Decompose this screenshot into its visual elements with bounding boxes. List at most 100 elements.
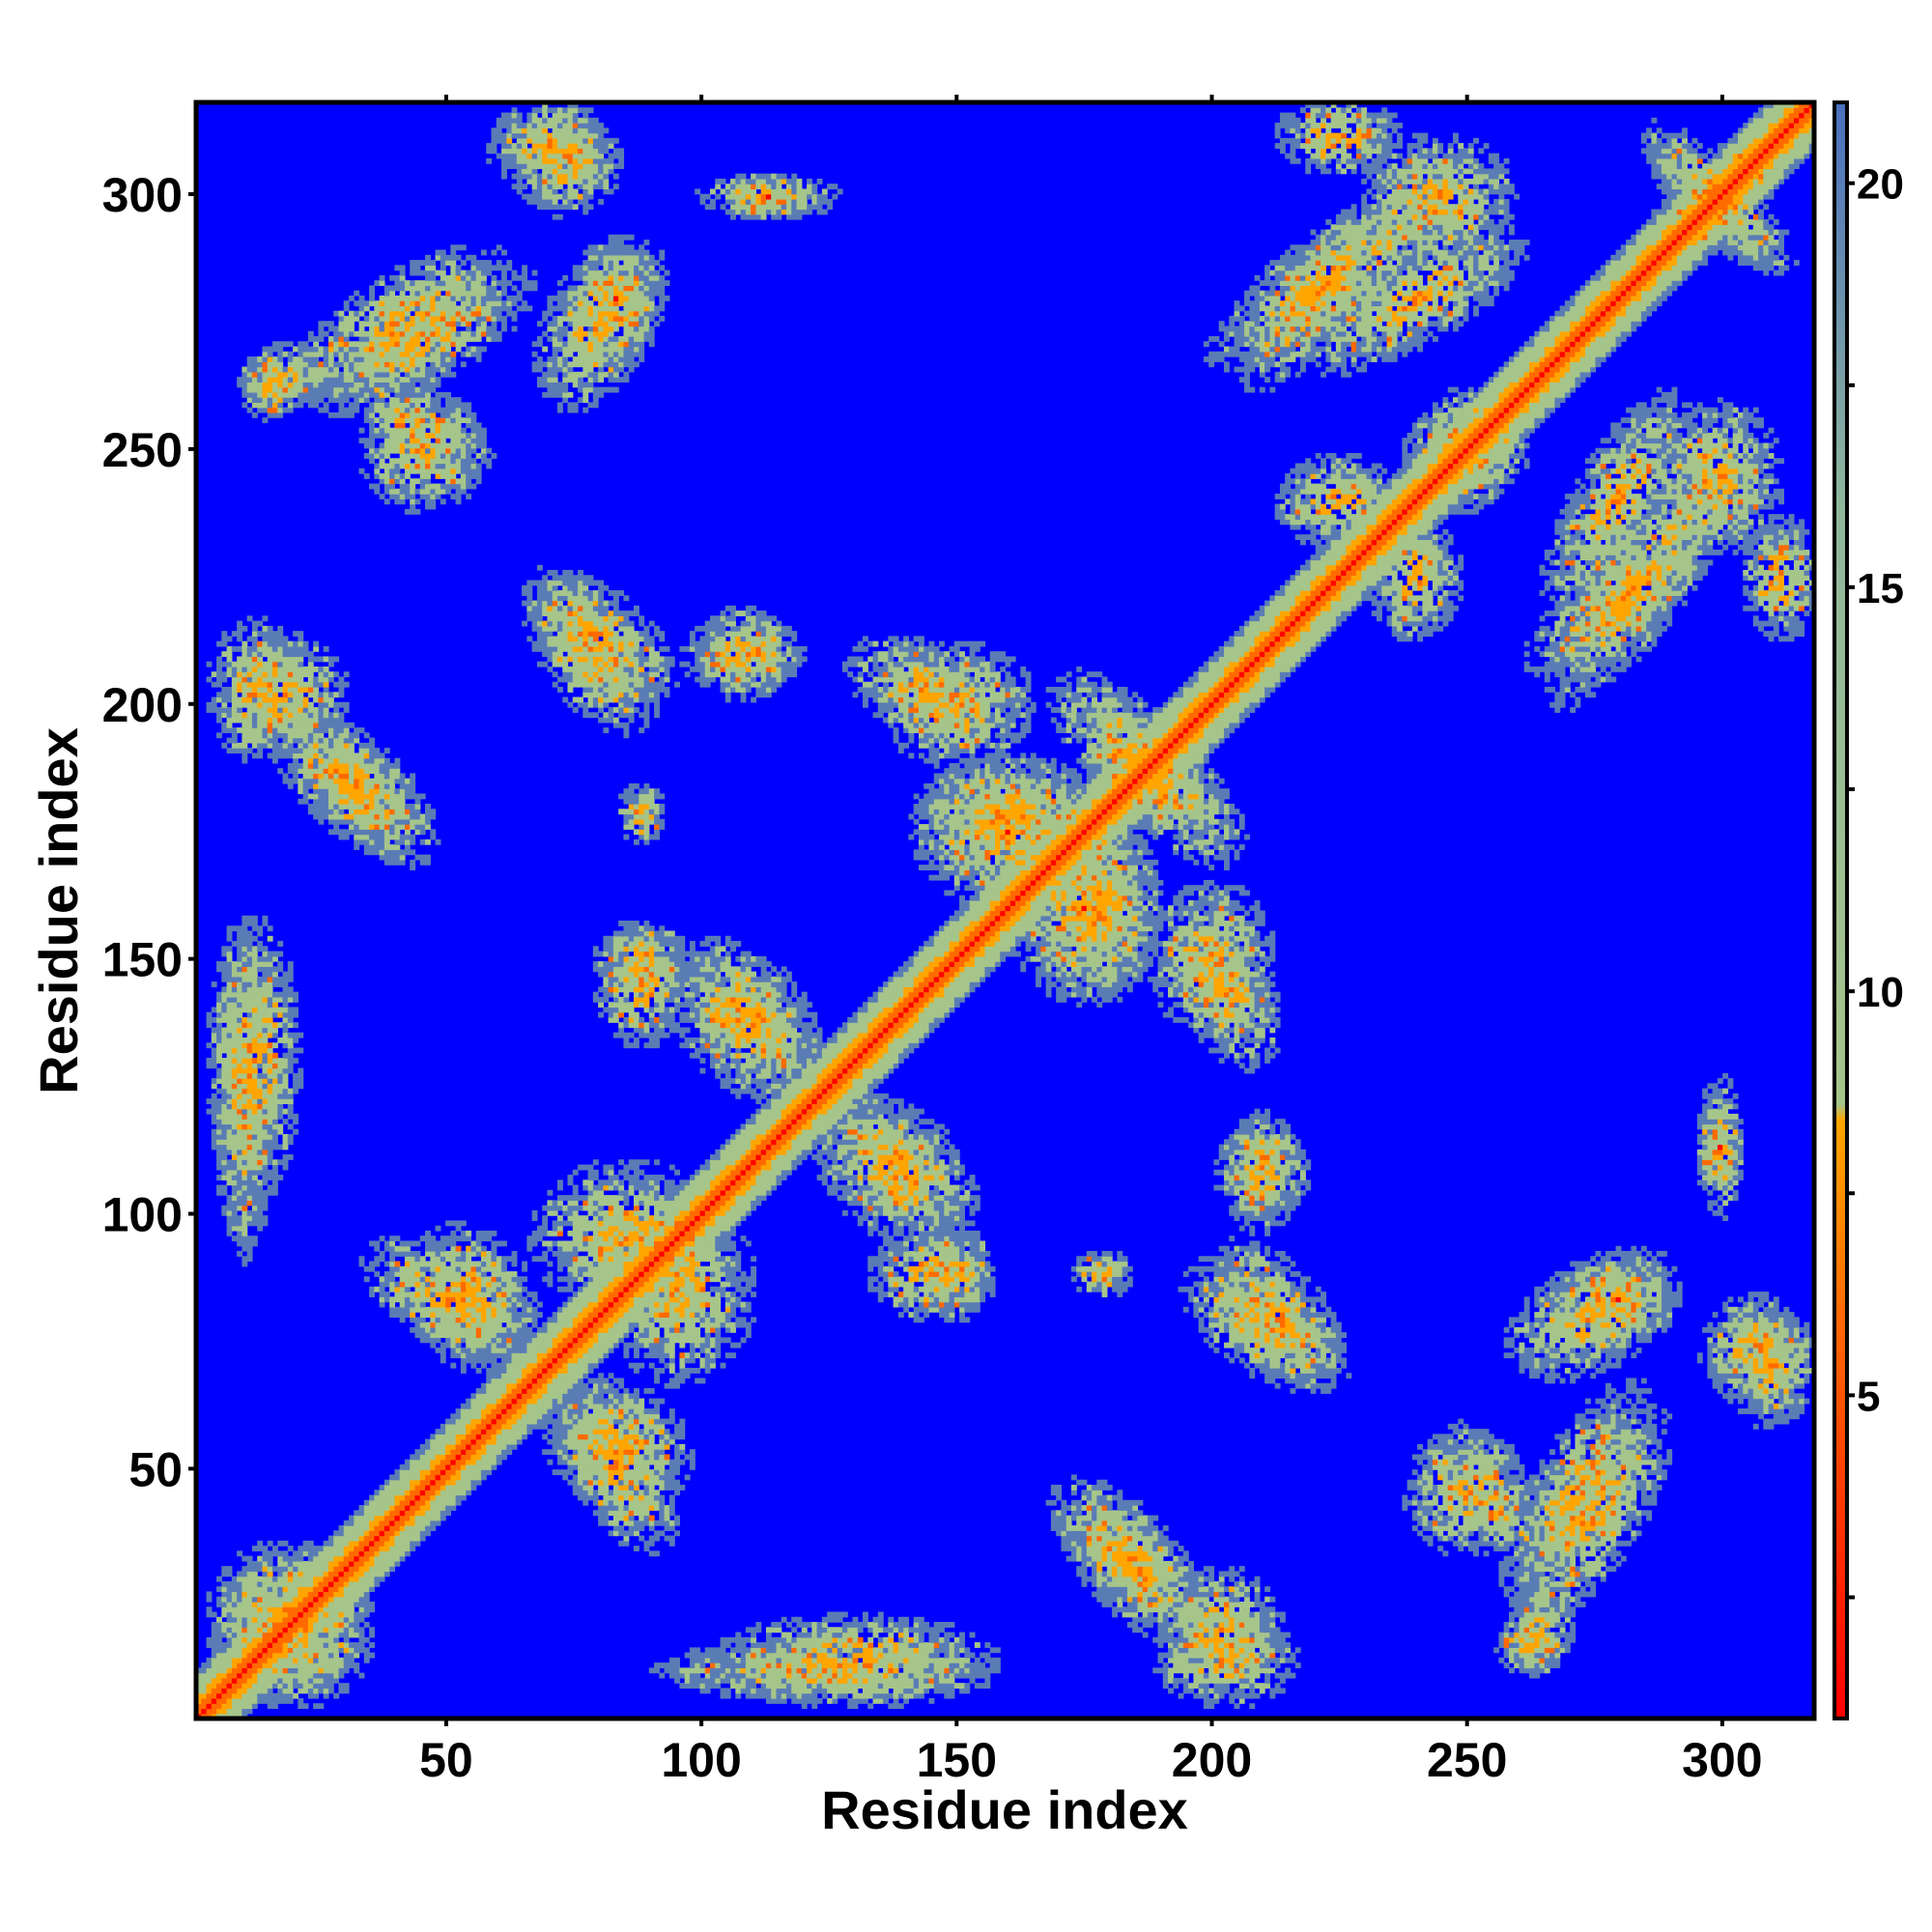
heatmap-cell [817, 1658, 823, 1663]
heatmap-cell [1484, 1454, 1490, 1460]
heatmap-cell [283, 1653, 289, 1659]
heatmap-cell [1163, 1591, 1169, 1597]
heatmap-cell [272, 1658, 278, 1663]
heatmap-cell [674, 1449, 680, 1455]
heatmap-cell [293, 1550, 298, 1556]
heatmap-cell [1601, 1516, 1606, 1521]
heatmap-cell [1208, 1642, 1214, 1648]
heatmap-cell [262, 1597, 268, 1603]
heatmap-cell [333, 1597, 339, 1603]
heatmap-cell [685, 1653, 691, 1659]
heatmap-cell [303, 1566, 309, 1572]
heatmap-cell [1102, 1586, 1108, 1592]
heatmap-cell [389, 1530, 395, 1536]
heatmap-cell [838, 1678, 843, 1684]
heatmap-cell [807, 1658, 812, 1663]
heatmap-cell [669, 1464, 675, 1470]
heatmap-cell [934, 1627, 940, 1633]
heatmap-cell [1601, 1480, 1606, 1486]
heatmap-cell [1102, 1591, 1108, 1597]
heatmap-cell [1193, 1633, 1199, 1638]
heatmap-cell [1605, 1429, 1611, 1435]
heatmap-cell [470, 1485, 476, 1491]
heatmap-cell [995, 1667, 1001, 1673]
heatmap-cell [1183, 1678, 1189, 1684]
heatmap-cell [903, 1642, 909, 1648]
heatmap-cell [216, 1642, 222, 1648]
heatmap-cell [374, 1500, 380, 1506]
heatmap-cell [1453, 1454, 1459, 1460]
heatmap-cell [268, 1667, 273, 1673]
heatmap-cell [593, 1464, 599, 1470]
heatmap-cell [1213, 1658, 1219, 1663]
heatmap-cell [1264, 1673, 1270, 1679]
heatmap-cell [201, 1698, 207, 1704]
heatmap-cell [328, 1658, 334, 1663]
heatmap-cell [1122, 1516, 1128, 1521]
heatmap-cell [1524, 1606, 1530, 1612]
heatmap-cell [1102, 1495, 1108, 1501]
heatmap-cell [1219, 1577, 1225, 1582]
heatmap-cell [954, 1667, 960, 1673]
heatmap-cell [1478, 1439, 1484, 1445]
heatmap-cell [232, 1642, 238, 1648]
heatmap-cell [1504, 1485, 1510, 1491]
heatmap-cell [288, 1673, 294, 1679]
heatmap-cell [867, 1673, 873, 1679]
heatmap-cell [1137, 1550, 1143, 1556]
heatmap-cell [588, 1485, 594, 1491]
heatmap-cell [1092, 1505, 1097, 1511]
heatmap-cell [1484, 1434, 1490, 1439]
heatmap-cell [1437, 1536, 1443, 1542]
heatmap-cell [1626, 1510, 1632, 1516]
heatmap-cell [247, 1642, 253, 1648]
heatmap-cell [1540, 1662, 1546, 1668]
heatmap-cell [1585, 1464, 1591, 1470]
heatmap-cell [1570, 1525, 1576, 1531]
heatmap-cell [878, 1617, 884, 1623]
heatmap-cell [374, 1571, 380, 1577]
heatmap-cell [811, 1658, 817, 1663]
heatmap-cell [1504, 1474, 1510, 1480]
heatmap-cell [944, 1642, 950, 1648]
heatmap-cell [623, 1510, 629, 1516]
heatmap-cell [1183, 1653, 1189, 1659]
heatmap-cell [1143, 1520, 1149, 1526]
heatmap-cell [699, 1658, 705, 1663]
heatmap-cell [1199, 1673, 1205, 1679]
heatmap-cell [1662, 1419, 1667, 1425]
heatmap-cell [1520, 1464, 1525, 1470]
heatmap-cell [964, 1653, 970, 1659]
heatmap-cell [914, 1653, 920, 1659]
heatmap-cell [1601, 1464, 1606, 1470]
heatmap-cell [369, 1525, 375, 1531]
heatmap-cell [445, 1439, 451, 1445]
heatmap-cell [634, 1464, 639, 1470]
heatmap-cell [1076, 1516, 1082, 1521]
heatmap-cell [771, 1683, 777, 1689]
heatmap-cell [1163, 1627, 1169, 1633]
heatmap-cell [414, 1505, 420, 1511]
heatmap-cell [649, 1460, 655, 1465]
heatmap-cell [1631, 1434, 1636, 1439]
heatmap-cell [1264, 1637, 1270, 1643]
heatmap-cell [1540, 1460, 1546, 1465]
heatmap-cell [1122, 1612, 1128, 1618]
heatmap-cell [725, 1642, 731, 1648]
heatmap-cell [1565, 1606, 1571, 1612]
heatmap-cell [1621, 1485, 1627, 1491]
heatmap-cell [313, 1622, 319, 1628]
heatmap-cell [898, 1637, 904, 1643]
heatmap-cell [359, 1516, 365, 1521]
heatmap-cell [242, 1683, 247, 1689]
heatmap-cell [1580, 1561, 1586, 1567]
heatmap-cell [1493, 1454, 1499, 1460]
heatmap-cell [354, 1586, 359, 1592]
heatmap-cell [578, 1424, 583, 1430]
heatmap-cell [1127, 1586, 1133, 1592]
heatmap-cell [634, 1495, 639, 1501]
heatmap-cell [410, 1525, 415, 1531]
heatmap-cell [1575, 1566, 1580, 1572]
heatmap-cell [1540, 1546, 1546, 1551]
heatmap-cell [298, 1673, 303, 1679]
